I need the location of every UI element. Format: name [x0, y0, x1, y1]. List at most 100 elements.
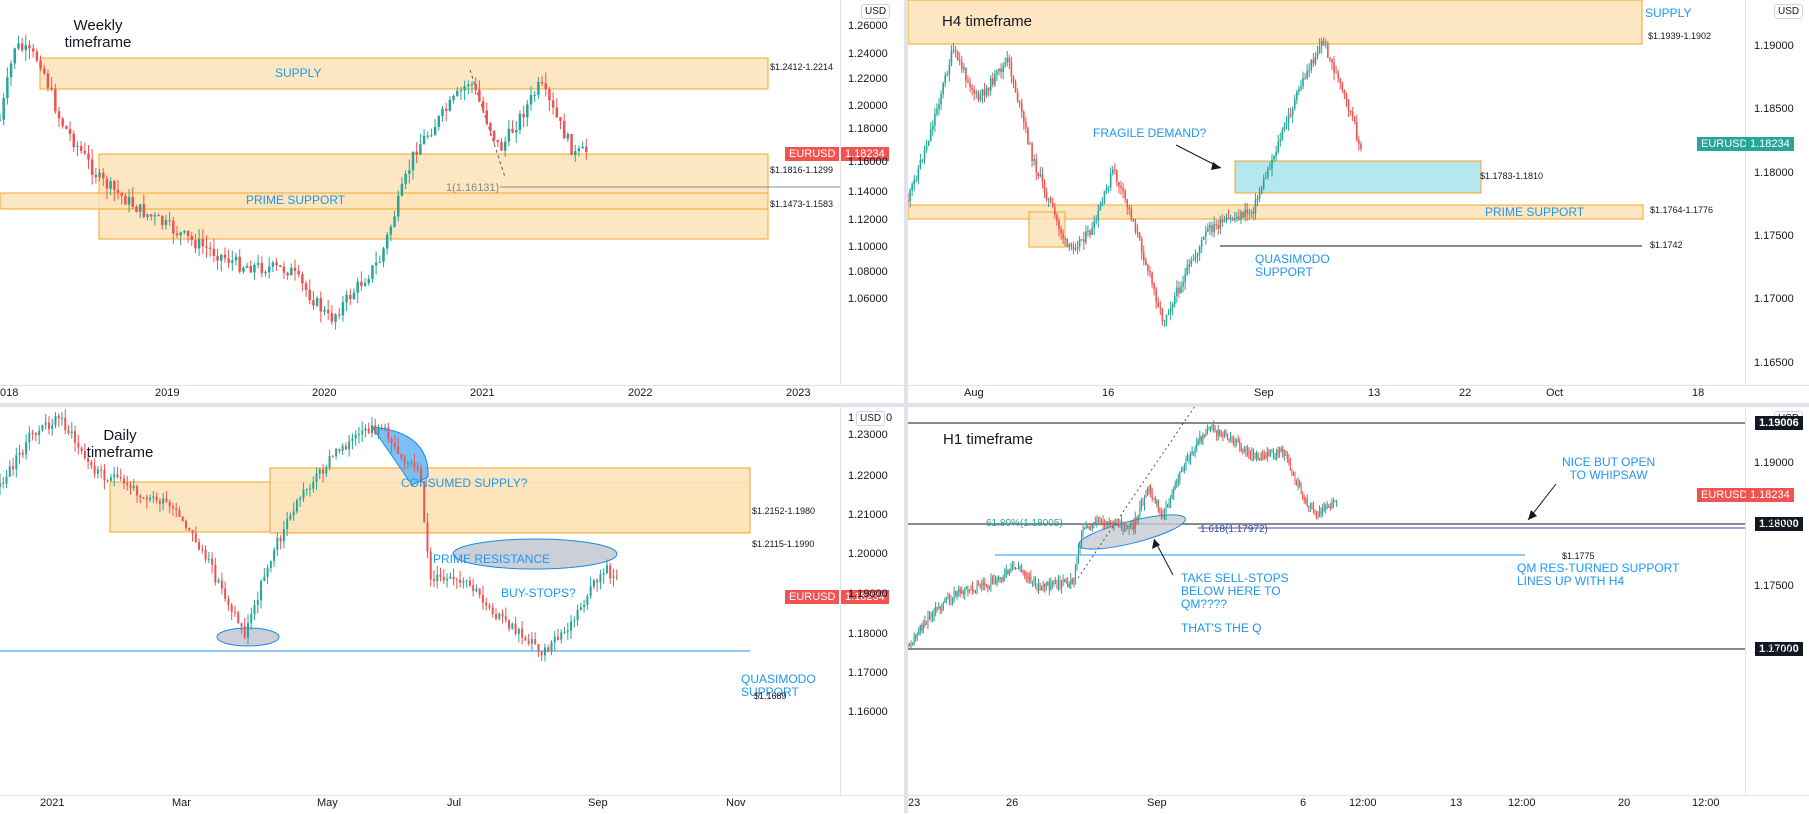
candle-body — [357, 434, 360, 436]
candle-body — [24, 45, 28, 51]
candle-body — [90, 159, 94, 175]
candle-body — [1223, 431, 1225, 436]
candle-body — [459, 579, 462, 583]
candle-body — [43, 68, 46, 74]
candle-body — [1249, 455, 1251, 459]
candle-body — [939, 606, 941, 609]
candle-body — [1015, 568, 1016, 570]
candle-body — [1198, 246, 1201, 254]
candle-body — [1273, 155, 1275, 160]
candle-body — [1219, 219, 1222, 229]
h4-chart[interactable] — [908, 0, 1745, 385]
candle-body — [1151, 492, 1153, 499]
candle-body — [1140, 238, 1143, 253]
candle-body — [940, 94, 942, 105]
candle-body — [318, 469, 321, 474]
horizontal-divider[interactable] — [0, 403, 1809, 407]
h1-chart[interactable] — [908, 407, 1745, 795]
weekly-time-axis[interactable] — [0, 385, 904, 404]
candle-body — [1331, 504, 1333, 508]
candle-body — [560, 632, 563, 640]
candle-body — [573, 620, 576, 622]
candle-body — [481, 101, 485, 111]
weekly-price-axis[interactable] — [840, 0, 905, 385]
candle-body — [205, 246, 208, 248]
candle-body — [120, 192, 123, 196]
daily-currency[interactable]: USD — [856, 411, 886, 426]
candle-body — [967, 586, 969, 592]
x-tick-label: 16 — [1102, 387, 1115, 399]
h1-qm-res-label: QM RES-TURNED SUPPORT LINES UP WITH H4 — [1517, 561, 1680, 588]
candle-body — [1171, 304, 1174, 308]
candle-body — [269, 560, 272, 568]
candle-body — [68, 128, 72, 134]
candle-body — [153, 215, 157, 217]
weekly-currency[interactable]: USD — [861, 4, 891, 19]
candle-body — [1041, 585, 1043, 590]
candle-body — [15, 455, 18, 470]
y-tick-label: 1.24000 — [848, 48, 888, 60]
candle-body — [1231, 218, 1234, 221]
h1-time-axis[interactable] — [908, 795, 1809, 814]
candle-body — [599, 574, 602, 583]
candle-body — [537, 644, 540, 652]
candle-body — [1130, 209, 1133, 220]
candle-body — [1331, 58, 1333, 63]
candle-body — [1051, 582, 1053, 584]
candle-body — [1312, 59, 1315, 64]
candle-body — [105, 178, 109, 189]
candle-body — [304, 283, 308, 290]
candle-body — [1267, 169, 1269, 178]
candle-body — [31, 48, 35, 52]
daily-chart[interactable] — [0, 407, 840, 795]
candle-body — [1191, 452, 1193, 454]
h4-currency[interactable]: USD — [1774, 4, 1804, 19]
weekly-title: Weekly timeframe — [64, 17, 132, 51]
candle-body — [1274, 455, 1276, 457]
candle-body — [1114, 521, 1116, 526]
h4-price-axis[interactable] — [1745, 0, 1809, 385]
candle-body — [1008, 57, 1011, 63]
candle-body — [1149, 270, 1151, 273]
candle-body — [1065, 579, 1067, 584]
y-tick-label: 1.17000 — [848, 667, 888, 679]
candle-body — [544, 83, 547, 90]
candle-body — [455, 579, 458, 581]
weekly-chart[interactable] — [0, 0, 840, 385]
candle-body — [87, 458, 90, 462]
candle-body — [993, 578, 995, 584]
candle-body — [1107, 522, 1109, 526]
candle-body — [1251, 452, 1253, 459]
candle-body — [1018, 100, 1021, 103]
y-tick-label: 1.17500 — [1754, 230, 1794, 242]
candle-body — [1184, 274, 1186, 283]
candle-body — [1310, 59, 1313, 70]
candle-body — [1167, 312, 1170, 316]
candle-body — [548, 89, 551, 101]
candle-body — [1185, 458, 1187, 469]
candle-body — [1004, 62, 1007, 66]
candle-body — [1093, 221, 1095, 229]
candle-body — [406, 462, 409, 464]
y-tick-label: 1.22000 — [848, 470, 888, 482]
candle-body — [511, 623, 514, 629]
candle-body — [201, 239, 205, 247]
candle-body — [1103, 190, 1106, 202]
h4-time-axis[interactable] — [908, 385, 1809, 404]
candle-body — [247, 623, 249, 638]
candle-body — [585, 146, 588, 153]
candle-body — [995, 578, 997, 585]
candle-body — [1124, 190, 1126, 200]
h1-price-axis[interactable] — [1745, 407, 1809, 795]
candle-body — [410, 462, 413, 464]
daily-symbol-badge: EURUSD — [785, 590, 840, 604]
daily-time-axis[interactable] — [0, 795, 904, 814]
candle-body — [282, 266, 286, 273]
candle-body — [1217, 430, 1219, 436]
candle-body — [941, 608, 943, 610]
candle-body — [1343, 89, 1346, 95]
candle-body — [419, 144, 422, 155]
y-tick-label: 1.10000 — [848, 241, 888, 253]
candle-body — [96, 469, 99, 474]
candle-body — [13, 48, 16, 64]
